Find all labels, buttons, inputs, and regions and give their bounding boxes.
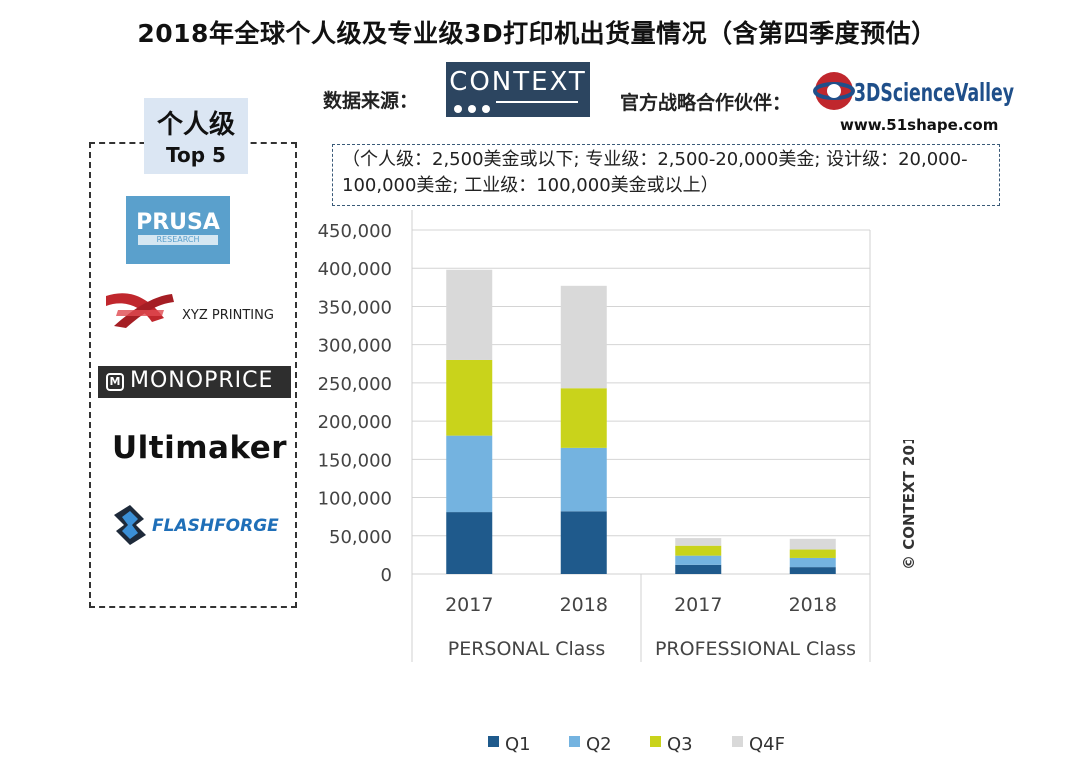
legend: Q1 Q2 Q3 Q4F bbox=[488, 734, 785, 755]
context-logo-dots bbox=[454, 98, 496, 117]
bar-segment-q2 bbox=[560, 447, 607, 512]
partner-label: 官方战略合作伙伴： bbox=[620, 92, 792, 114]
ultimaker-logo: Ultimaker bbox=[112, 430, 288, 466]
bar-segment-q1 bbox=[446, 512, 493, 574]
legend-label: Q2 bbox=[586, 734, 612, 755]
copyright-note: © CONTEXT 2019 bbox=[900, 440, 918, 570]
legend-label: Q3 bbox=[667, 734, 693, 755]
x-tick-label: 2018 bbox=[560, 594, 608, 616]
x-axis-ticks: 2017 2018 2017 2018 PERSONAL Class PROFESSION… bbox=[445, 594, 856, 660]
x-tick-label: 2018 bbox=[789, 594, 837, 616]
y-tick-label: 350,000 bbox=[318, 297, 392, 318]
monoprice-icon: M bbox=[106, 373, 124, 391]
legend-label: Q1 bbox=[505, 734, 531, 755]
y-tick-label: 100,000 bbox=[318, 489, 392, 510]
context-logo-text: CONTEXT bbox=[449, 67, 587, 97]
legend-label: Q4F bbox=[749, 734, 785, 755]
source-label: 数据来源： bbox=[323, 90, 419, 112]
price-class-note: （个人级：2,500美金或以下; 专业级：2,500-20,000美金; 设计级… bbox=[342, 149, 968, 196]
bar-segment-q1 bbox=[675, 564, 722, 574]
bar-segment-q2 bbox=[675, 555, 722, 565]
y-tick-label: 50,000 bbox=[329, 527, 392, 548]
bar-segment-q3 bbox=[560, 388, 607, 448]
legend-swatch-q2 bbox=[569, 736, 580, 747]
legend-swatch-q4f bbox=[732, 736, 743, 747]
x-group-label: PROFESSIONAL Class bbox=[655, 638, 856, 660]
top5-heading-title: 个人级 bbox=[156, 110, 235, 140]
bar-segment-q4f bbox=[446, 269, 493, 360]
bar-segment-q4f bbox=[560, 285, 607, 389]
svg-text:XYZ PRINTING: XYZ PRINTING bbox=[182, 308, 274, 323]
bar-segment-q3 bbox=[446, 359, 493, 436]
bar-segment-q1 bbox=[789, 567, 836, 574]
y-tick-label: 400,000 bbox=[318, 259, 392, 280]
monoprice-logo: M MONOPRICE bbox=[98, 366, 291, 398]
x-group-label: PERSONAL Class bbox=[448, 638, 606, 660]
flashforge-logo: FLASHFORGE bbox=[114, 505, 279, 545]
y-tick-label: 300,000 bbox=[318, 336, 392, 357]
y-tick-label: 250,000 bbox=[318, 374, 392, 395]
bar-segment-q4f bbox=[789, 538, 836, 550]
gridlines bbox=[411, 210, 871, 662]
y-axis-ticks: 0 50,000 100,000 150,000 200,000 250,000 300,0… bbox=[318, 221, 392, 586]
bar-segment-q3 bbox=[675, 545, 722, 556]
top5-heading: 个人级 Top 5 bbox=[144, 98, 248, 174]
bar-segment-q2 bbox=[446, 435, 493, 513]
bar-segment-q1 bbox=[560, 511, 607, 574]
y-tick-label: 0 bbox=[381, 565, 392, 586]
xyz-printing-logo: XYZ PRINTING bbox=[106, 293, 274, 328]
legend-swatch-q1 bbox=[488, 736, 499, 747]
x-tick-label: 2017 bbox=[445, 594, 493, 616]
y-tick-label: 200,000 bbox=[318, 412, 392, 433]
svg-text:FLASHFORGE: FLASHFORGE bbox=[152, 516, 279, 536]
top5-heading-subtitle: Top 5 bbox=[166, 143, 226, 167]
bars bbox=[446, 269, 836, 574]
context-logo: CONTEXT bbox=[446, 62, 590, 117]
prusa-logo: PRUSA RESEARCH bbox=[126, 196, 230, 264]
svg-text:© CONTEXT 2019: © CONTEXT 2019 bbox=[900, 440, 918, 570]
bar-segment-q2 bbox=[789, 557, 836, 568]
y-tick-label: 150,000 bbox=[318, 450, 392, 471]
3dsciencevalley-logo: 3DScienceValley bbox=[813, 72, 1014, 110]
note-box bbox=[332, 144, 1000, 206]
bar-segment-q4f bbox=[675, 538, 722, 546]
x-tick-label: 2017 bbox=[674, 594, 722, 616]
y-tick-label: 450,000 bbox=[318, 221, 392, 242]
partner-url: www.51shape.com bbox=[840, 116, 999, 134]
svg-text:3DScienceValley: 3DScienceValley bbox=[854, 78, 1014, 107]
legend-swatch-q3 bbox=[650, 736, 661, 747]
bar-segment-q3 bbox=[789, 549, 836, 558]
chart-title: 2018年全球个人级及专业级3D打印机出货量情况（含第四季度预估） bbox=[137, 19, 937, 48]
